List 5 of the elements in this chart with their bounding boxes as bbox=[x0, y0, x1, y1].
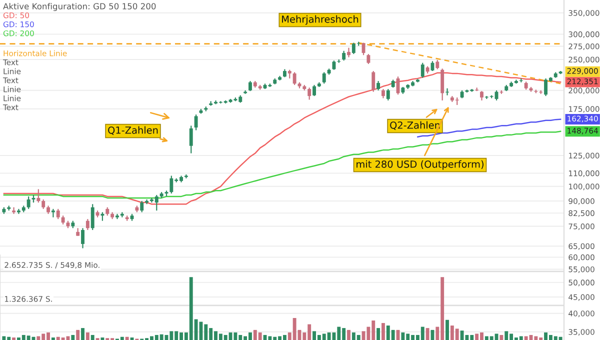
chart-title: Aktive Konfiguration: GD 50 150 200 bbox=[3, 2, 156, 12]
annotation: Mehrjahreshoch bbox=[282, 15, 358, 25]
annotation: Q2-Zahlen bbox=[390, 121, 440, 130]
annotation: mit 280 USD (Outperform) bbox=[356, 160, 484, 170]
annotation: Q1-Zahlen bbox=[108, 126, 158, 135]
